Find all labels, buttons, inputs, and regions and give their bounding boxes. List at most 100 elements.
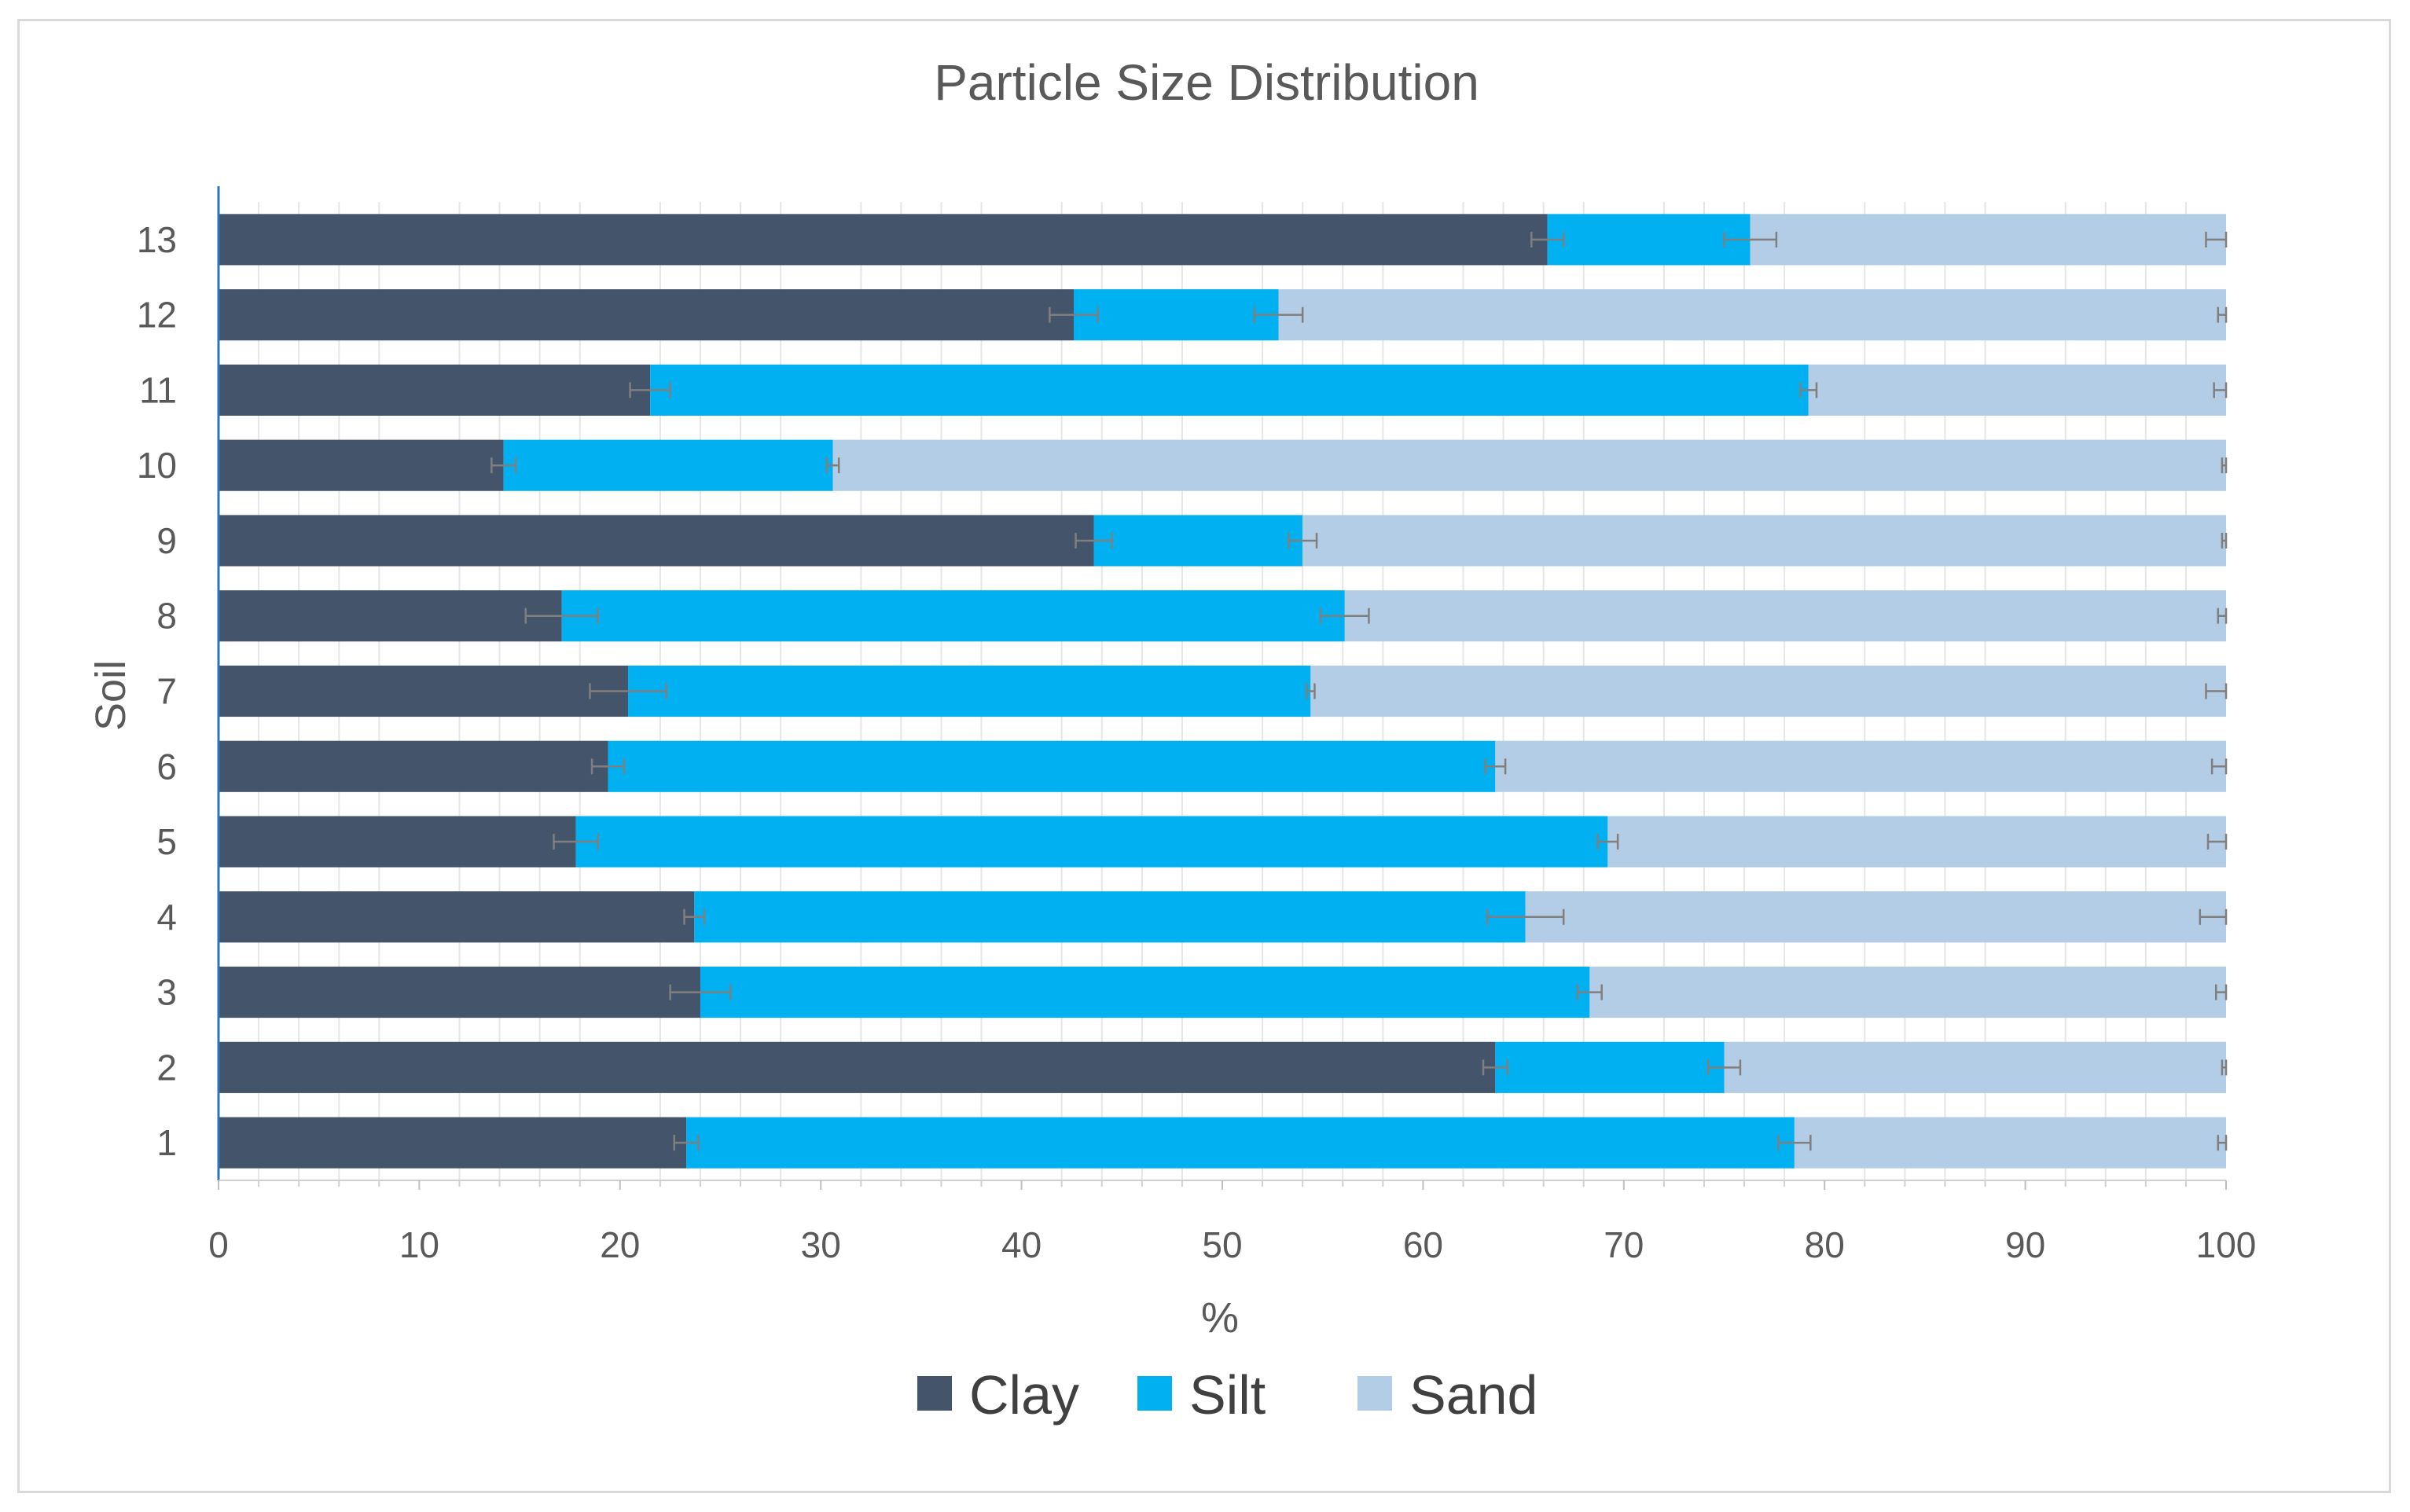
legend: Clay Silt Sand	[917, 1364, 1537, 1426]
y-tick-label: 2	[156, 1047, 177, 1088]
bar-clay-soil-2	[219, 1041, 1496, 1093]
chart-title: Particle Size Distribution	[934, 54, 1479, 111]
bar-clay-soil-5	[219, 816, 576, 868]
x-tick-label: 20	[600, 1224, 640, 1265]
error-bar-silt-soil-2	[1706, 1059, 1742, 1076]
y-tick-label: 6	[156, 746, 177, 787]
legend-label-sand: Sand	[1409, 1364, 1537, 1426]
legend-label-silt: Silt	[1189, 1364, 1266, 1426]
legend-swatch-clay	[917, 1376, 952, 1411]
bar-silt-soil-10	[503, 439, 833, 491]
bar-clay-soil-4	[219, 891, 695, 943]
bar-clay-soil-9	[219, 515, 1094, 567]
bars-layer	[219, 214, 2226, 1169]
bar-silt-soil-7	[628, 665, 1311, 717]
error-bar-silt-soil-12	[1253, 306, 1304, 323]
x-tick-label: 0	[208, 1224, 229, 1265]
bar-clay-soil-11	[219, 364, 651, 416]
error-bar-sand-soil-6	[2210, 758, 2228, 775]
legend-item-sand: Sand	[1357, 1364, 1537, 1426]
error-bar-clay-soil-2	[1482, 1059, 1508, 1076]
error-bar-silt-soil-13	[1723, 231, 1778, 248]
x-tick-label: 70	[1604, 1224, 1644, 1265]
bar-clay-soil-7	[219, 665, 629, 717]
y-axis-title: Soil	[87, 660, 134, 731]
chart-frame: Particle Size Distribution 0 10 20 30 40 50 60…	[17, 19, 2391, 1493]
bar-silt-soil-8	[561, 590, 1345, 642]
bar-clay-soil-13	[219, 214, 1548, 266]
x-tick-label: 50	[1202, 1224, 1242, 1265]
error-bar-sand-soil-5	[2206, 834, 2228, 850]
bar-silt-soil-9	[1093, 515, 1303, 567]
error-bar-sand-soil-2	[2221, 1059, 2228, 1076]
error-bar-clay-soil-3	[669, 984, 732, 1000]
error-bar-sand-soil-4	[2199, 908, 2228, 925]
y-tick-label: 13	[137, 219, 177, 260]
x-tick-label: 80	[1805, 1224, 1845, 1265]
y-tick-label: 5	[156, 821, 177, 862]
bar-sand-soil-4	[1525, 891, 2226, 943]
error-bar-sand-soil-10	[2221, 457, 2228, 474]
legend-swatch-sand	[1357, 1376, 1392, 1411]
error-bar-clay-soil-8	[524, 607, 599, 624]
legend-item-clay: Clay	[917, 1364, 1079, 1426]
error-bar-silt-soil-3	[1576, 984, 1603, 1000]
error-bar-sand-soil-8	[2217, 607, 2228, 624]
legend-swatch-silt	[1137, 1376, 1172, 1411]
x-axis-title: %	[1201, 1294, 1239, 1341]
x-tick-label: 100	[2196, 1224, 2257, 1265]
error-bar-clay-soil-4	[683, 908, 706, 925]
bar-sand-soil-9	[1302, 515, 2226, 567]
bar-silt-soil-6	[608, 740, 1496, 792]
error-bar-silt-soil-6	[1484, 758, 1507, 775]
error-bar-sand-soil-12	[2217, 306, 2228, 323]
bar-silt-soil-5	[575, 816, 1608, 868]
bar-silt-soil-1	[686, 1117, 1795, 1169]
bar-silt-soil-4	[694, 891, 1526, 943]
bar-silt-soil-11	[650, 364, 1809, 416]
x-tick-label: 40	[1001, 1224, 1042, 1265]
y-tick-label: 10	[137, 445, 177, 486]
error-bar-sand-soil-11	[2213, 382, 2228, 398]
bar-clay-soil-6	[219, 740, 608, 792]
error-bar-silt-soil-4	[1486, 908, 1565, 925]
bar-sand-soil-12	[1278, 289, 2226, 341]
bar-clay-soil-10	[219, 439, 504, 491]
bar-sand-soil-8	[1344, 590, 2226, 642]
bar-sand-soil-13	[1750, 214, 2226, 266]
x-tick-label: 90	[2005, 1224, 2045, 1265]
error-bar-silt-soil-8	[1319, 607, 1370, 624]
error-bar-sand-soil-3	[2214, 984, 2228, 1000]
error-bar-sand-soil-13	[2205, 231, 2228, 248]
bar-clay-soil-8	[219, 590, 562, 642]
bar-silt-soil-13	[1547, 214, 1751, 266]
bar-clay-soil-3	[219, 967, 700, 1018]
error-bar-clay-soil-12	[1049, 306, 1099, 323]
bar-sand-soil-10	[832, 439, 2226, 491]
x-tick-label: 60	[1403, 1224, 1443, 1265]
error-bar-silt-soil-10	[825, 457, 840, 474]
x-tick-label: 30	[801, 1224, 841, 1265]
bar-sand-soil-5	[1607, 816, 2226, 868]
error-bar-clay-soil-10	[490, 457, 517, 474]
error-bar-clay-soil-5	[553, 834, 599, 850]
error-bar-clay-soil-11	[629, 382, 671, 398]
y-tick-label: 1	[156, 1122, 177, 1163]
error-bar-silt-soil-11	[1799, 382, 1818, 398]
error-bar-clay-soil-9	[1075, 532, 1113, 549]
bar-clay-soil-1	[219, 1117, 687, 1169]
error-bar-silt-soil-7	[1306, 683, 1316, 699]
bar-silt-soil-2	[1495, 1041, 1725, 1093]
y-tick-label: 8	[156, 596, 177, 637]
error-bars-layer	[490, 231, 2228, 1151]
error-bar-silt-soil-9	[1288, 532, 1318, 549]
chart-svg: Particle Size Distribution 0 10 20 30 40 50 60…	[87, 54, 2257, 1426]
bar-sand-soil-6	[1495, 740, 2226, 792]
bar-sand-soil-3	[1589, 967, 2226, 1018]
error-bar-clay-soil-1	[673, 1135, 700, 1151]
bar-sand-soil-11	[1808, 364, 2226, 416]
error-bar-sand-soil-9	[2221, 532, 2228, 549]
error-bar-clay-soil-7	[589, 683, 667, 699]
y-tick-label: 12	[137, 295, 177, 336]
